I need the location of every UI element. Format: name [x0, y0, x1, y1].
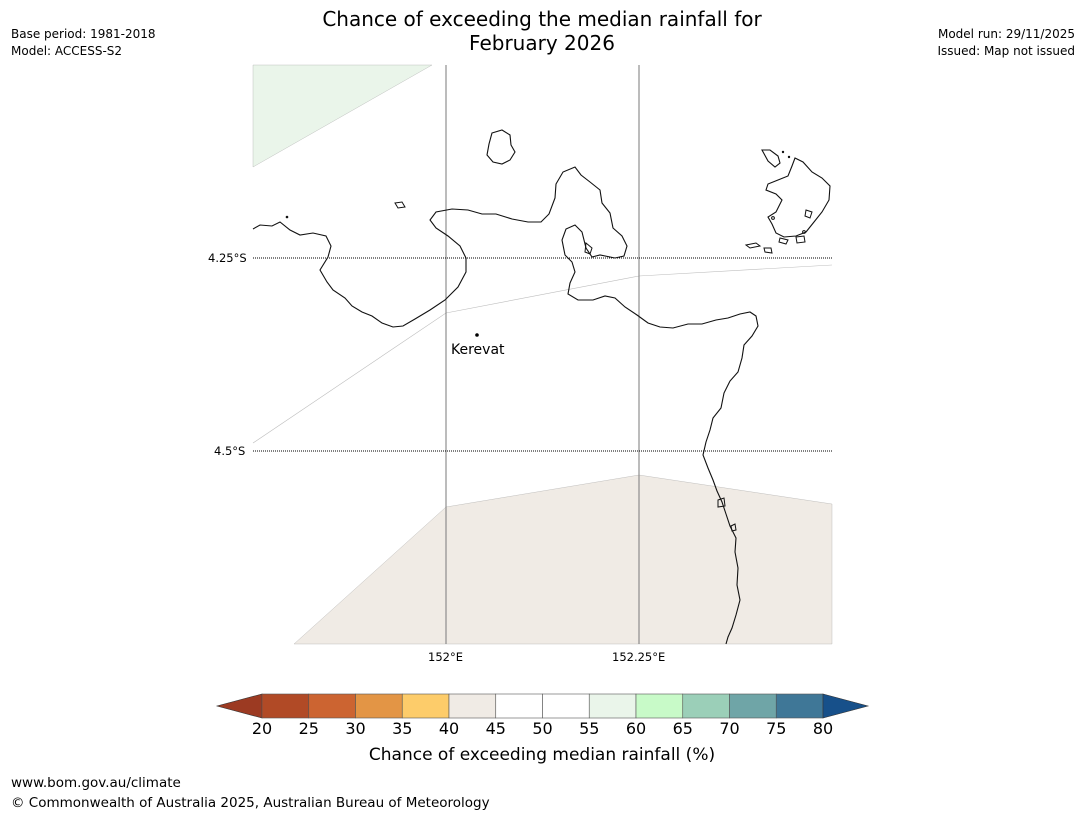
footer-url[interactable]: www.bom.gov.au/climate: [11, 775, 181, 791]
colorbar-segment: [448, 693, 497, 719]
coastline-loop: [584, 242, 593, 255]
coastline: [252, 166, 759, 645]
colorbar-under-arrow: [215, 693, 263, 719]
lat-label-4-25s: 4.25°S: [208, 251, 247, 265]
colorbar-segment: [261, 693, 310, 719]
islet: [781, 150, 785, 154]
map-title-line-2: February 2026: [469, 31, 615, 55]
colorbar-segment: [401, 693, 450, 719]
islet: [394, 201, 406, 209]
contour-line: [252, 264, 833, 444]
colorbar: [215, 693, 870, 719]
island-group: [765, 157, 831, 238]
place-label-kerevat: Kerevat: [451, 342, 505, 358]
island-group: [804, 209, 813, 219]
island-group: [795, 235, 806, 244]
issued-text: Issued: Map not issued: [937, 44, 1075, 58]
colorbar-tick-label: 65: [672, 719, 693, 738]
model-text: Model: ACCESS-S2: [11, 44, 123, 58]
lat-label-4-5s: 4.5°S: [214, 444, 246, 458]
coastline-loop: [717, 497, 726, 508]
colorbar-tick-label: 80: [812, 719, 834, 738]
coastline-loop: [730, 523, 737, 532]
colorbar-tick-label: 55: [579, 719, 600, 738]
region-40-45: [293, 474, 833, 645]
colorbar-segment: [308, 693, 356, 719]
colorbar-tick-label: 35: [392, 719, 413, 738]
island-group: [744, 242, 762, 249]
colorbar-segment: [635, 693, 684, 719]
islet: [771, 216, 775, 220]
islet: [285, 215, 289, 219]
colorbar-segment: [542, 693, 590, 719]
colorbar-segment: [682, 693, 730, 719]
colorbar-segment: [729, 693, 777, 719]
colorbar-segment: [495, 693, 543, 719]
colorbar-tick-label: 70: [719, 719, 740, 738]
colorbar-tick-label: 45: [485, 719, 506, 738]
model-run-text: Model run: 29/11/2025: [937, 27, 1075, 41]
region-55-60: [252, 64, 433, 168]
islet: [787, 155, 791, 159]
base-period-text: Base period: 1981-2018: [11, 27, 156, 41]
colorbar-tick-label: 40: [438, 719, 460, 738]
lon-label-152e: 152°E: [428, 650, 463, 664]
island-group: [778, 237, 789, 245]
colorbar-segment: [588, 693, 637, 719]
kerevat-marker: [475, 333, 479, 337]
colorbar-segment: [775, 693, 824, 719]
colorbar-over-arrow: [822, 693, 870, 719]
colorbar-tick-label: 30: [345, 719, 366, 738]
colorbar-segment: [355, 693, 403, 719]
island-group: [763, 247, 773, 254]
islet: [802, 230, 806, 234]
colorbar-tick-label: 50: [532, 719, 553, 738]
colorbar-tick-label: 20: [251, 719, 273, 738]
colorbar-tick-label: 60: [625, 719, 647, 738]
lon-label-152-25e: 152.25°E: [612, 650, 666, 664]
island-group: [761, 149, 781, 168]
map-title-line-1: Chance of exceeding the median rainfall …: [322, 7, 762, 31]
colorbar-tick-label: 75: [766, 719, 787, 738]
island: [486, 129, 516, 165]
footer-copyright: © Commonwealth of Australia 2025, Austra…: [11, 795, 490, 811]
colorbar-tick-label: 25: [298, 719, 319, 738]
colorbar-title: Chance of exceeding median rainfall (%): [368, 745, 716, 765]
